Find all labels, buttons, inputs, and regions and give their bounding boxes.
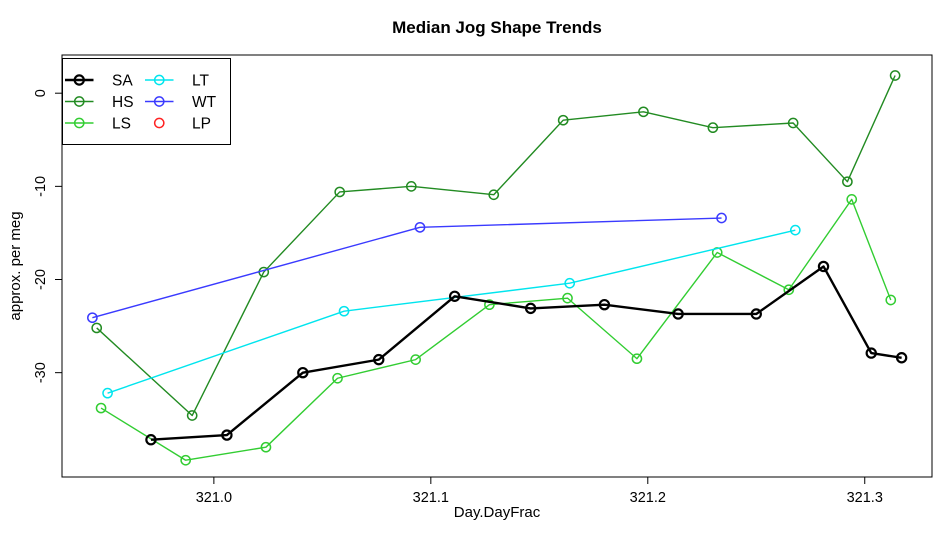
series-line-LT [107,229,796,394]
series-marker-HS [334,186,346,198]
series-line-LS [100,198,892,461]
legend-label: WT [192,94,217,111]
series-marker-LS [410,354,421,365]
plot-area: 321.0 321.1 321.2 321.3 0 -10 -20 -30 [33,54,933,506]
series-marker-SA [297,366,309,379]
series-marker-LS [260,441,272,453]
series-marker-SA [448,290,461,302]
series-marker-LT [564,277,576,289]
x-axis-label: Day.DayFrac [454,504,541,521]
series-line-HS [96,75,896,417]
x-tick-label: 321.3 [847,490,883,506]
legend-label: LT [192,73,209,90]
x-tick-label: 321.1 [413,490,449,506]
series-marker-LS [846,194,858,205]
series-marker-HS [557,114,569,126]
series-marker-SA [865,347,877,359]
series-marker-HS [842,176,853,188]
series-marker-SA [895,352,908,364]
series-marker-LT [338,305,350,317]
series-marker-HS [638,106,649,118]
legend-marker [73,117,85,129]
series-marker-HS [405,181,417,192]
series-marker-SA [598,298,611,311]
series-marker-HS [186,410,198,421]
legend-label: SA [112,73,133,90]
series-marker-WT [716,212,727,224]
series-marker-SA [221,429,233,441]
legend-marker [153,117,165,129]
series-marker-LS [783,284,795,296]
series-marker-LS [332,372,343,384]
series-marker-HS [488,189,500,201]
legend-marker [73,74,85,86]
series-marker-LT [102,387,113,399]
series-marker-LS [484,299,495,311]
series-line-SA [150,265,902,441]
y-axis-label: approx. per meg [7,211,24,320]
series-line-WT [92,217,722,319]
x-tick-label: 321.2 [630,490,666,506]
chart-title: Median Jog Shape Trends [392,18,602,37]
series-marker-HS [787,117,799,129]
series-marker-SA [672,308,684,320]
series-marker-WT [414,221,426,233]
y-tick-label: -10 [33,176,49,197]
series-marker-HS [707,122,719,134]
series-marker-SA [145,434,157,446]
series-marker-LS [631,353,643,365]
x-tick-label: 321.0 [196,490,232,506]
series-marker-SA [750,308,762,320]
legend: SA HS LS LT WT LP [62,58,231,145]
y-tick-label: 0 [33,89,49,97]
y-tick-label: -30 [33,362,49,383]
y-tick-label: -20 [33,269,49,290]
series-marker-SA [373,353,385,366]
legend-label: LP [192,116,211,133]
series-marker-WT [87,312,98,324]
series-marker-SA [524,302,537,315]
legend-label: LS [112,116,131,133]
series-marker-HS [91,322,103,334]
series-marker-LS [562,292,573,304]
plot-border [61,54,933,478]
series-marker-SA [817,260,830,273]
series-marker-LS [95,402,107,414]
series-marker-LS [885,294,897,306]
series-marker-LT [789,224,801,236]
legend-marker [153,74,165,86]
legend-marker [73,96,85,107]
series-marker-LS [180,454,192,466]
legend-marker [153,96,165,107]
legend-label: HS [112,94,134,111]
series-marker-HS [889,70,901,81]
